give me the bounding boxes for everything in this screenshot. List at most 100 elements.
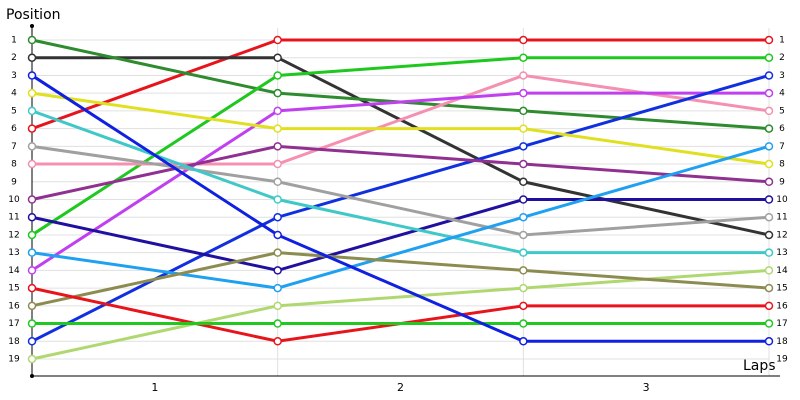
y-tick-label: 19 — [8, 355, 20, 365]
point-marker — [27, 53, 37, 62]
point-marker — [519, 53, 528, 62]
point-marker — [273, 53, 282, 62]
point-marker — [27, 230, 37, 240]
y-axis-label: Position — [6, 7, 61, 23]
y-tick-label-right: 15 — [776, 284, 787, 294]
series-line — [31, 198, 769, 272]
y-tick-label: 7 — [11, 142, 17, 152]
series-line — [31, 38, 770, 131]
y-tick-label-right: 4 — [779, 89, 785, 99]
point-marker — [764, 283, 774, 293]
point-marker — [764, 230, 774, 240]
point-marker — [273, 283, 282, 293]
point-marker — [27, 248, 37, 257]
y-tick-label-right: 12 — [776, 230, 787, 240]
point-marker — [764, 195, 774, 204]
y-tick-label-right: 9 — [779, 177, 785, 187]
y-tick-label: 18 — [8, 337, 20, 347]
series-line — [31, 38, 769, 131]
y-tick-label-right: 2 — [779, 53, 785, 63]
point-marker — [764, 212, 774, 222]
point-marker — [764, 88, 774, 98]
point-marker — [27, 301, 37, 311]
point-marker — [273, 195, 282, 204]
y-tick-label-right: 11 — [776, 213, 787, 223]
point-marker — [519, 319, 528, 328]
point-marker — [764, 337, 774, 346]
point-marker — [273, 177, 282, 187]
point-marker — [27, 142, 37, 151]
point-marker — [27, 354, 37, 364]
point-marker — [519, 142, 528, 151]
point-marker — [764, 301, 774, 311]
y-tick-label-right: 8 — [779, 160, 785, 170]
point-marker — [519, 230, 528, 240]
series-line — [31, 268, 770, 361]
series-line — [31, 91, 770, 166]
point-marker — [273, 301, 282, 311]
point-marker — [764, 53, 774, 62]
y-tick-label: 10 — [8, 195, 20, 205]
series-line — [31, 144, 770, 290]
point-marker — [764, 124, 774, 133]
point-marker — [27, 124, 37, 133]
point-marker — [27, 88, 37, 98]
point-marker — [273, 142, 282, 151]
x-tick-label: 3 — [643, 381, 650, 394]
y-tick-label: 9 — [11, 177, 17, 187]
y-tick-label: 13 — [8, 248, 19, 258]
point-marker — [519, 35, 528, 45]
point-marker — [273, 248, 282, 257]
y-tick-label: 14 — [8, 266, 20, 276]
y-tick-label: 2 — [11, 53, 17, 63]
y-tick-label: 3 — [11, 71, 17, 81]
point-marker — [27, 71, 37, 80]
series-line — [31, 251, 770, 308]
point-marker — [519, 283, 528, 293]
y-tick-label: 6 — [11, 124, 17, 134]
y-tick-label-right: 6 — [779, 124, 785, 134]
point-marker — [27, 195, 37, 204]
series-line — [31, 74, 769, 343]
point-marker — [519, 266, 528, 275]
point-marker — [764, 159, 774, 169]
point-marker — [27, 106, 37, 116]
y-tick-label: 17 — [8, 319, 19, 329]
y-tick-label-right: 7 — [779, 142, 785, 152]
point-marker — [519, 248, 528, 257]
point-marker — [273, 319, 282, 328]
point-marker — [519, 301, 528, 311]
point-marker — [519, 212, 528, 222]
point-marker — [519, 195, 528, 204]
point-marker — [27, 337, 37, 346]
point-marker — [273, 337, 282, 346]
point-marker — [764, 106, 774, 116]
point-marker — [519, 71, 528, 80]
point-marker — [27, 159, 37, 169]
x-axis-label: Laps — [743, 358, 776, 374]
point-marker — [273, 266, 282, 275]
y-tick-label: 4 — [11, 89, 17, 99]
y-tick-label-right: 16 — [776, 301, 788, 311]
y-tick-label-right: 10 — [776, 195, 788, 205]
point-marker — [519, 159, 528, 169]
point-marker — [764, 266, 774, 275]
point-marker — [519, 106, 528, 116]
point-marker — [273, 212, 282, 222]
point-marker — [764, 248, 774, 257]
y-tick-label: 11 — [8, 213, 19, 223]
point-marker — [273, 106, 282, 116]
point-marker — [764, 35, 774, 45]
y-tick-label-right: 17 — [776, 319, 787, 329]
series-line — [31, 144, 770, 201]
y-tick-label-right: 13 — [776, 248, 787, 258]
y-tick-label: 16 — [8, 301, 20, 311]
point-marker — [273, 88, 282, 98]
point-marker — [273, 35, 282, 45]
point-marker — [764, 319, 774, 328]
x-tick-label: 1 — [151, 381, 158, 394]
y-tick-label-right: 14 — [776, 266, 788, 276]
y-tick-label-right: 3 — [779, 71, 785, 81]
